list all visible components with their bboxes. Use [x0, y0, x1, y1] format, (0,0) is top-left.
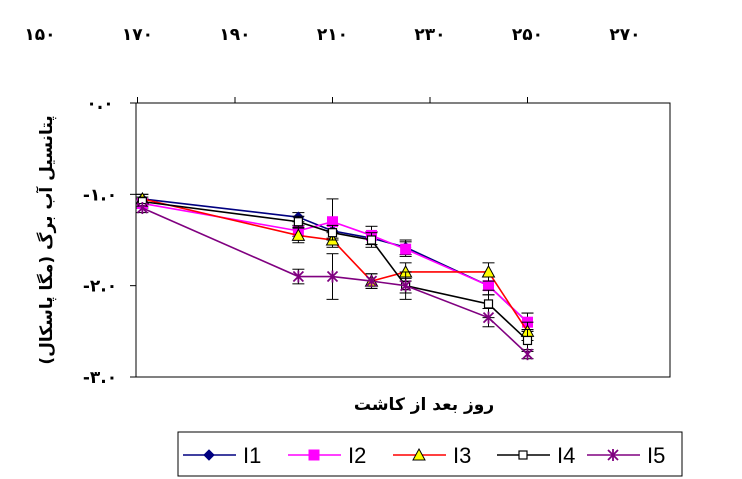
legend-marker [203, 449, 215, 461]
data-point [522, 335, 533, 346]
legend-label: I3 [453, 443, 471, 468]
y-tick-label: ۰.۰ [86, 94, 113, 114]
y-tick-label: -۳.۰ [83, 368, 117, 388]
legend-item-i3: I3 [393, 443, 471, 468]
x-tick-label: ۱۹۰ [219, 25, 250, 45]
data-point [482, 311, 495, 324]
x-tick-label: ۱۵۰ [24, 25, 55, 45]
legend-marker [518, 450, 528, 460]
legend-marker [412, 447, 426, 461]
legend-label: I2 [348, 443, 366, 468]
data-point [365, 275, 378, 288]
data-point [366, 235, 377, 245]
data-point [291, 228, 306, 241]
data-point [327, 228, 338, 238]
series-i5 [136, 202, 534, 361]
y-tick-labels: ۰.۰ -۱.۰ -۲.۰ -۳.۰ [83, 94, 117, 388]
data-point [483, 299, 494, 309]
legend-box [177, 431, 683, 477]
legend-item-i2: I2 [288, 443, 366, 468]
data-point [481, 264, 496, 278]
data-point [399, 279, 412, 292]
data-point [326, 270, 339, 283]
data-point [483, 280, 494, 292]
legend-marker [607, 449, 619, 461]
x-tick-label: ۲۷۰ [609, 25, 640, 45]
data-point [400, 243, 412, 255]
legend-label: I5 [647, 443, 665, 468]
data-point [136, 202, 149, 215]
x-tick-labels: ۱۵۰ ۱۷۰ ۱۹۰ ۲۱۰ ۲۳۰ ۲۵۰ ۲۷۰ [24, 25, 640, 45]
legend-item-i5: I5 [587, 443, 665, 468]
plot-area [130, 97, 671, 378]
legend-item-i4: I4 [497, 443, 575, 468]
y-tick-label: -۱.۰ [83, 185, 117, 205]
y-axis-title: پتانسیل آب برگ (مگا پاسکال) [35, 115, 57, 364]
series-layer [135, 191, 535, 361]
y-tick-label: -۲.۰ [83, 277, 117, 297]
legend-marker [308, 449, 320, 461]
x-tick-label: ۲۱۰ [317, 25, 348, 45]
x-axis-title: روز بعد از کاشت [354, 395, 494, 415]
legend: I1 I2 I3 I4 I5 [177, 431, 683, 477]
data-point [521, 348, 534, 361]
x-tick-label: ۲۳۰ [414, 25, 445, 45]
data-point [293, 217, 303, 227]
legend-label: I4 [557, 443, 575, 468]
legend-item-i1: I1 [183, 443, 261, 468]
x-tick-label: ۱۷۰ [122, 25, 153, 45]
data-point [292, 270, 305, 283]
legend-label: I1 [243, 443, 261, 468]
x-tick-label: ۲۵۰ [512, 25, 543, 45]
